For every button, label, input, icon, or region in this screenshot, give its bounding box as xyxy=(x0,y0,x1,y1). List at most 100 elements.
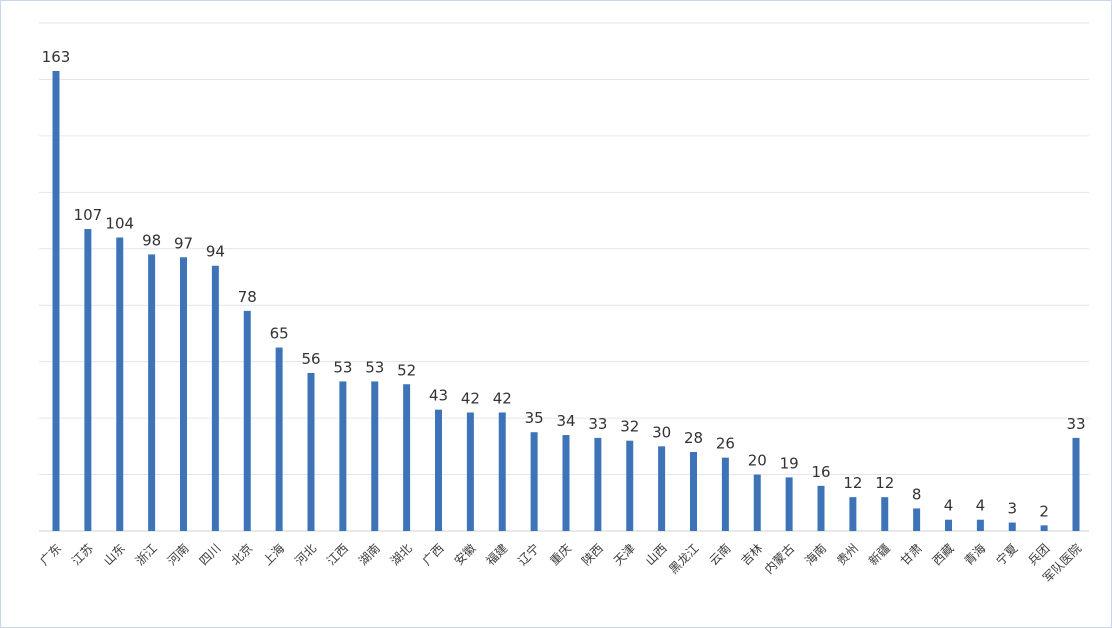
category-label: 山西 xyxy=(643,541,670,568)
bar xyxy=(435,409,442,531)
category-label: 湖北 xyxy=(387,541,415,569)
bar xyxy=(243,310,251,531)
data-label: 163 xyxy=(42,48,71,66)
bar xyxy=(594,437,602,531)
data-label: 35 xyxy=(525,409,544,427)
bar xyxy=(1008,522,1016,531)
bar xyxy=(52,71,60,531)
category-label: 河北 xyxy=(292,541,319,568)
bar xyxy=(976,519,984,531)
category-label: 四川 xyxy=(197,541,224,568)
category-label: 江苏 xyxy=(69,541,96,568)
bar xyxy=(371,381,379,531)
category-label: 西藏 xyxy=(930,541,957,568)
data-label: 53 xyxy=(365,358,384,376)
bar xyxy=(211,265,219,531)
bar xyxy=(403,384,411,531)
data-label: 65 xyxy=(270,325,289,343)
category-label: 安徽 xyxy=(451,541,479,569)
bar xyxy=(84,229,92,531)
bar xyxy=(817,485,825,531)
category-label: 陕西 xyxy=(578,541,606,569)
category-label: 云南 xyxy=(706,541,734,569)
category-label: 贵州 xyxy=(834,541,861,568)
bar xyxy=(785,477,793,531)
data-label: 30 xyxy=(652,423,671,441)
bar xyxy=(849,497,857,531)
bar xyxy=(498,412,506,531)
bar xyxy=(721,457,729,531)
bar xyxy=(275,347,283,531)
category-label: 吉林 xyxy=(738,541,765,568)
category-label: 重庆 xyxy=(547,541,574,568)
data-label: 43 xyxy=(429,387,448,405)
bar xyxy=(307,372,315,531)
category-label: 广西 xyxy=(420,541,447,568)
category-label: 兵团 xyxy=(1025,541,1052,568)
bar xyxy=(913,508,921,531)
data-label: 107 xyxy=(74,206,103,224)
data-label: 32 xyxy=(620,418,639,436)
data-label: 94 xyxy=(206,243,225,261)
data-label: 53 xyxy=(333,358,352,376)
data-label: 4 xyxy=(976,497,986,515)
category-label: 江西 xyxy=(324,541,351,568)
category-label: 北京 xyxy=(228,541,255,568)
category-label: 湖南 xyxy=(355,541,383,569)
category-label: 河南 xyxy=(164,541,192,569)
bar xyxy=(881,497,889,531)
bar xyxy=(562,435,570,531)
data-label: 52 xyxy=(397,361,416,379)
data-label: 97 xyxy=(174,234,193,252)
data-label: 12 xyxy=(875,474,894,492)
bar xyxy=(116,237,124,532)
category-label: 甘肃 xyxy=(898,541,925,568)
bar-series xyxy=(52,71,1080,532)
category-label: 天津 xyxy=(611,541,638,568)
data-label: 3 xyxy=(1007,500,1017,518)
data-label: 98 xyxy=(142,231,161,249)
data-label: 56 xyxy=(301,350,320,368)
bar xyxy=(626,440,634,531)
category-label: 内蒙古 xyxy=(761,541,797,577)
data-label: 8 xyxy=(912,485,922,503)
data-label: 42 xyxy=(493,389,512,407)
data-label: 26 xyxy=(716,435,735,453)
data-label: 20 xyxy=(748,452,767,470)
bar xyxy=(658,446,666,531)
category-label: 辽宁 xyxy=(515,541,543,569)
category-label: 浙江 xyxy=(133,541,160,568)
category-label: 黑龙江 xyxy=(666,541,701,576)
bar xyxy=(945,519,952,531)
category-label: 海南 xyxy=(802,541,830,569)
data-label: 19 xyxy=(780,454,799,472)
bar xyxy=(753,474,761,531)
bar xyxy=(180,257,187,531)
category-labels: 广东 江苏 山东 浙江 河南 四川 北京 上海 河北 江西 湖南 湖北 广西 安徽 福建 辽宁 重庆 陕西 天津 山西… xyxy=(37,541,1084,586)
category-label: 福建 xyxy=(483,541,511,569)
bar xyxy=(530,432,538,531)
category-label: 宁夏 xyxy=(993,541,1021,569)
bar xyxy=(1040,525,1048,531)
category-label: 广东 xyxy=(37,541,64,568)
bar xyxy=(339,381,347,531)
data-label: 12 xyxy=(843,474,862,492)
bar xyxy=(148,254,156,531)
data-label: 33 xyxy=(1066,415,1085,433)
data-label: 16 xyxy=(811,463,830,481)
data-label: 104 xyxy=(105,215,134,233)
data-label: 42 xyxy=(461,389,480,407)
bar xyxy=(466,412,474,531)
category-label: 山东 xyxy=(101,541,128,568)
bar xyxy=(1072,437,1080,531)
data-label: 78 xyxy=(238,288,257,306)
data-label: 2 xyxy=(1039,502,1049,520)
bar xyxy=(690,451,697,531)
category-label: 青海 xyxy=(961,541,989,569)
data-label: 4 xyxy=(944,497,954,515)
data-label: 34 xyxy=(556,412,575,430)
data-label: 33 xyxy=(588,415,607,433)
